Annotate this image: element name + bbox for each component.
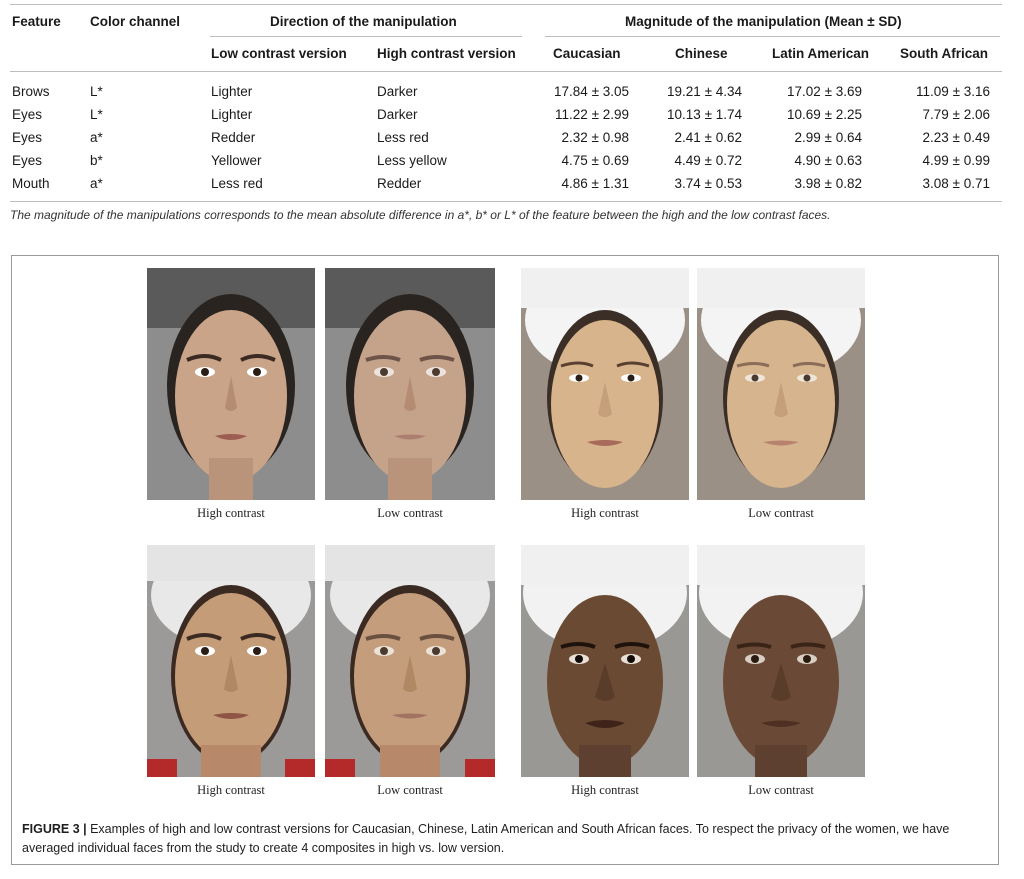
cell-latin: 10.69 ± 2.25: [787, 107, 862, 122]
cell-south-african: 4.99 ± 0.99: [922, 153, 990, 168]
face-chinese-high-contrast: [521, 268, 689, 500]
cell-south-african: 7.79 ± 2.06: [922, 107, 990, 122]
header-caucasian: Caucasian: [553, 46, 621, 61]
cell-low: Redder: [211, 130, 256, 145]
header-direction-group: Direction of the manipulation: [270, 14, 457, 29]
cell-latin: 3.98 ± 0.82: [794, 176, 862, 191]
cell-channel: L*: [90, 84, 103, 99]
header-low-version: Low contrast version: [211, 46, 347, 61]
cell-chinese: 4.49 ± 0.72: [674, 153, 742, 168]
cell-channel: b*: [90, 153, 103, 168]
cell-caucasian: 2.32 ± 0.98: [561, 130, 629, 145]
face-portrait-image: [697, 268, 865, 500]
cell-feature: Brows: [12, 84, 50, 99]
figure-caption: FIGURE 3 | Examples of high and low cont…: [22, 820, 992, 858]
cell-chinese: 19.21 ± 4.34: [667, 84, 742, 99]
header-latin-american: Latin American: [772, 46, 870, 61]
label-caucasian-low: Low contrast: [377, 506, 443, 520]
figure-caption-label: FIGURE 3 |: [22, 822, 87, 836]
face-portrait-image: [325, 545, 495, 777]
cell-feature: Eyes: [12, 107, 43, 122]
header-bottom-rule: [10, 71, 1002, 72]
table-top-rule: [10, 4, 1002, 5]
header-color-channel: Color channel: [90, 14, 181, 29]
cell-latin: 4.90 ± 0.63: [794, 153, 862, 168]
face-portrait-image: [697, 545, 865, 777]
face-portrait-image: [147, 545, 315, 777]
cell-caucasian: 11.22 ± 2.99: [555, 107, 629, 122]
face-chinese-low-contrast: [697, 268, 865, 500]
cell-low: Lighter: [211, 107, 253, 122]
face-portrait-image: [521, 545, 689, 777]
cell-channel: L*: [90, 107, 103, 122]
cell-feature: Eyes: [12, 153, 43, 168]
cell-high: Less yellow: [377, 153, 447, 168]
cell-caucasian: 4.75 ± 0.69: [561, 153, 629, 168]
cell-latin: 17.02 ± 3.69: [787, 84, 862, 99]
face-latin-american-low-contrast: [325, 545, 495, 777]
cell-channel: a*: [90, 176, 103, 191]
header-feature: Feature: [12, 14, 61, 29]
header-south-african: South African: [900, 46, 989, 61]
label-south-african-low: Low contrast: [748, 783, 814, 797]
cell-low: Lighter: [211, 84, 253, 99]
cell-south-african: 3.08 ± 0.71: [922, 176, 990, 191]
label-caucasian-high: High contrast: [197, 506, 265, 520]
label-latin-american-high: High contrast: [197, 783, 265, 797]
cell-south-african: 2.23 ± 0.49: [922, 130, 990, 145]
face-caucasian-low-contrast: [325, 268, 495, 500]
group-rule-direction: [210, 36, 522, 37]
table-footnote: The magnitude of the manipulations corre…: [10, 208, 831, 222]
label-chinese-low: Low contrast: [748, 506, 814, 520]
cell-high: Redder: [377, 176, 422, 191]
header-magnitude-group: Magnitude of the manipulation (Mean ± SD…: [625, 14, 902, 29]
cell-high: Less red: [377, 130, 429, 145]
face-south-african-high-contrast: [521, 545, 689, 777]
label-latin-american-low: Low contrast: [377, 783, 443, 797]
header-chinese: Chinese: [675, 46, 728, 61]
face-portrait-image: [521, 268, 689, 500]
cell-chinese: 2.41 ± 0.62: [674, 130, 742, 145]
cell-latin: 2.99 ± 0.64: [794, 130, 862, 145]
cell-chinese: 10.13 ± 1.74: [667, 107, 742, 122]
face-portrait-image: [147, 268, 315, 500]
cell-caucasian: 17.84 ± 3.05: [554, 84, 629, 99]
cell-caucasian: 4.86 ± 1.31: [561, 176, 629, 191]
label-chinese-high: High contrast: [571, 506, 639, 520]
cell-channel: a*: [90, 130, 103, 145]
cell-low: Yellower: [211, 153, 262, 168]
cell-high: Darker: [377, 107, 418, 122]
label-south-african-high: High contrast: [571, 783, 639, 797]
group-rule-magnitude: [545, 36, 1000, 37]
figure-caption-text: Examples of high and low contrast versio…: [22, 822, 950, 855]
cell-chinese: 3.74 ± 0.53: [674, 176, 742, 191]
face-caucasian-high-contrast: [147, 268, 315, 500]
header-high-version: High contrast version: [377, 46, 516, 61]
face-latin-american-high-contrast: [147, 545, 315, 777]
cell-south-african: 11.09 ± 3.16: [916, 84, 990, 99]
cell-high: Darker: [377, 84, 418, 99]
face-portrait-image: [325, 268, 495, 500]
face-south-african-low-contrast: [697, 545, 865, 777]
cell-low: Less red: [211, 176, 263, 191]
table-bottom-rule: [10, 201, 1002, 202]
cell-feature: Eyes: [12, 130, 43, 145]
cell-feature: Mouth: [12, 176, 50, 191]
